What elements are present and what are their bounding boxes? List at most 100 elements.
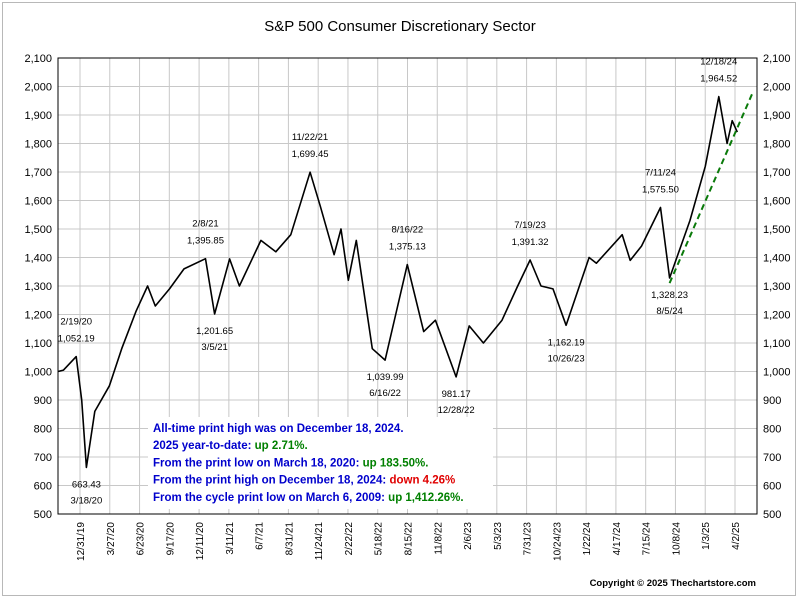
annotation-date: 1,328.23 xyxy=(651,290,688,301)
y-tick-label: 2,100 xyxy=(24,53,52,65)
y-axis-right: 500 600 700 800 900 1,000 1,100 1,200 1,300 1,400… xyxy=(763,53,791,521)
x-tick-label: 4/17/24 xyxy=(612,522,623,556)
y-tick-label: 1,600 xyxy=(763,196,791,208)
y-tick-label: 900 xyxy=(763,395,781,407)
annotation-value: 8/5/24 xyxy=(656,306,682,317)
stats-label: 2025 year-to-date: xyxy=(153,440,255,452)
annotation: 2/8/21 1,395.85 xyxy=(187,219,224,247)
price-series-line xyxy=(57,95,739,469)
annotation-date: 12/18/24 xyxy=(700,57,737,68)
y-tick-label: 1,900 xyxy=(763,110,791,122)
stats-label: From the print low on March 18, 2020: xyxy=(153,457,363,469)
y-axis-left: 500 600 700 800 900 1,000 1,100 1,200 1,300 1,400… xyxy=(24,53,52,521)
annotation: 1,328.23 8/5/24 xyxy=(651,290,688,317)
x-tick-label: 5/3/23 xyxy=(493,522,504,550)
stats-label: From the print high on December 18, 2024… xyxy=(153,475,389,487)
annotation-value: 3/18/20 xyxy=(71,495,103,506)
trendline-layer xyxy=(668,93,754,284)
x-tick-label: 2/22/22 xyxy=(344,522,355,556)
annotation-date: 1,201.65 xyxy=(196,326,233,337)
plot-area xyxy=(57,57,758,515)
annotation: 11/22/21 1,699.45 xyxy=(292,132,329,160)
y-tick-label: 1,100 xyxy=(763,338,791,350)
x-tick-label: 10/8/24 xyxy=(671,522,682,556)
stats-line: All-time print high was on December 18, … xyxy=(153,423,404,435)
stats-label: From the cycle print low on March 6, 200… xyxy=(153,492,388,504)
y-tick-label: 1,400 xyxy=(763,253,791,265)
y-tick-label: 1,500 xyxy=(763,224,791,236)
annotation-date: 2/8/21 xyxy=(192,219,218,230)
y-tick-label: 700 xyxy=(763,452,781,464)
x-tick-label: 2/6/23 xyxy=(463,522,474,550)
annotation-value: 1,699.45 xyxy=(292,149,329,160)
annotation-value: 1,391.32 xyxy=(512,237,549,248)
stats-change: up 2.71%. xyxy=(255,440,308,452)
annotation-date: 1,039.99 xyxy=(367,372,404,383)
annotation: 7/11/24 1,575.50 xyxy=(642,167,679,195)
annotation: 1,039.99 6/16/22 xyxy=(367,372,404,399)
x-tick-label: 5/18/22 xyxy=(374,522,385,556)
stats-background xyxy=(148,417,493,509)
y-tick-label: 1,700 xyxy=(24,167,52,179)
y-tick-label: 1,000 xyxy=(24,367,52,379)
copyright-text: Copyright © 2025 Thechartstore.com xyxy=(589,578,756,589)
annotation-value: 1,964.52 xyxy=(700,74,737,85)
x-tick-label: 10/24/23 xyxy=(552,522,563,561)
stats-change: up 1,412.26%. xyxy=(388,492,463,504)
x-tick-label: 3/11/21 xyxy=(225,522,236,555)
annotation-date: 2/19/20 xyxy=(60,317,92,328)
y-tick-label: 1,800 xyxy=(763,139,791,151)
stats-box: All-time print high was on December 18, … xyxy=(148,417,493,509)
y-tick-label: 1,000 xyxy=(763,367,791,379)
annotation-date: 8/16/22 xyxy=(391,225,423,236)
annotation: 12/18/24 1,964.52 xyxy=(700,57,737,85)
y-tick-label: 1,200 xyxy=(763,310,791,322)
y-tick-label: 600 xyxy=(34,481,52,493)
y-tick-label: 500 xyxy=(763,509,781,521)
annotation: 7/19/23 1,391.32 xyxy=(512,220,549,248)
annotation: 8/16/22 1,375.13 xyxy=(389,225,426,253)
stats-line: From the print high on December 18, 2024… xyxy=(153,475,455,487)
annotation-date: 7/19/23 xyxy=(514,220,546,231)
y-tick-label: 1,500 xyxy=(24,224,52,236)
annotation: 1,201.65 3/5/21 xyxy=(196,326,233,353)
annotation-value: 1,375.13 xyxy=(389,242,426,253)
trendline xyxy=(668,93,754,284)
annotation: 1,162.19 10/26/23 xyxy=(548,337,585,364)
y-tick-label: 600 xyxy=(763,481,781,493)
x-tick-label: 3/27/20 xyxy=(106,522,117,556)
y-tick-label: 1,900 xyxy=(24,110,52,122)
y-tick-label: 1,600 xyxy=(24,196,52,208)
chart-title: S&P 500 Consumer Discretionary Sector xyxy=(264,18,536,35)
x-tick-label: 11/8/22 xyxy=(433,522,444,555)
x-tick-label: 4/2/25 xyxy=(731,522,742,550)
x-tick-label: 1/22/24 xyxy=(582,522,593,556)
annotations: 11/22/21 1,699.45 12/18/24 1,964.52 7/11/24 1… xyxy=(58,57,738,507)
x-tick-label: 1/3/25 xyxy=(701,522,712,550)
y-tick-label: 2,000 xyxy=(763,82,791,94)
annotation-date: 663.43 xyxy=(72,479,101,490)
y-tick-label: 1,700 xyxy=(763,167,791,179)
annotation-value: 10/26/23 xyxy=(548,353,585,364)
y-tick-label: 1,400 xyxy=(24,253,52,265)
y-tick-label: 1,800 xyxy=(24,139,52,151)
annotation: 2/19/20 1,052.19 xyxy=(58,317,95,345)
annotation-value: 1,052.19 xyxy=(58,334,95,345)
y-tick-label: 1,300 xyxy=(763,281,791,293)
annotation-value: 12/28/22 xyxy=(438,405,475,416)
y-tick-label: 800 xyxy=(763,424,781,436)
y-tick-label: 1,200 xyxy=(24,310,52,322)
annotation: 663.43 3/18/20 xyxy=(71,479,103,506)
series-layer xyxy=(57,95,739,469)
x-tick-label: 9/17/20 xyxy=(165,522,176,556)
stats-line: From the cycle print low on March 6, 200… xyxy=(153,492,464,504)
stats-line: 2025 year-to-date: up 2.71%. xyxy=(153,440,308,452)
y-tick-label: 900 xyxy=(34,395,52,407)
y-tick-label: 800 xyxy=(34,424,52,436)
annotation-date: 7/11/24 xyxy=(645,167,676,178)
annotation-value: 1,575.50 xyxy=(642,184,679,195)
x-tick-label: 11/24/21 xyxy=(314,522,325,561)
stats-change: down 4.26% xyxy=(389,475,455,487)
